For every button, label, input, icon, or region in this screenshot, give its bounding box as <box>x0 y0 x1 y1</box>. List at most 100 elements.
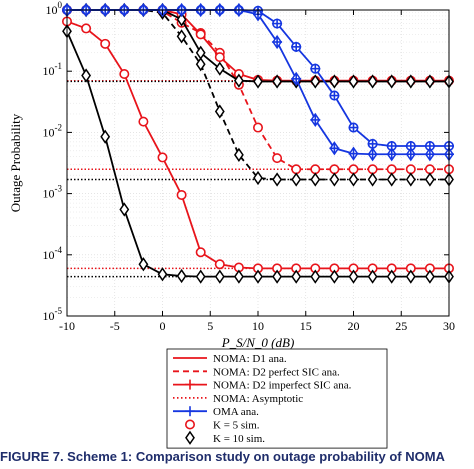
y-tick-label: 100 <box>46 0 63 17</box>
diamond-marker <box>195 269 206 284</box>
data-series-1 <box>61 16 454 274</box>
legend-item: NOMA: D1 ana. <box>173 353 287 365</box>
circle-marker <box>119 69 130 80</box>
diamond-marker <box>291 269 302 284</box>
asymptote-lines <box>67 79 449 278</box>
diamond-marker <box>272 74 283 89</box>
legend-item: K = 5 sim. <box>185 419 260 432</box>
diamond-marker <box>405 172 416 187</box>
figure-caption: FIGURE 7. Scheme 1: Comparison study on … <box>0 449 445 464</box>
circle-marker <box>214 52 225 63</box>
diamond-marker <box>424 172 435 187</box>
diamond-marker <box>233 73 244 88</box>
x-tick-label: 25 <box>395 319 407 333</box>
diamond-marker <box>119 202 130 217</box>
diamond-marker <box>348 269 359 284</box>
diamond-marker <box>233 269 244 284</box>
circle-marker <box>185 419 196 430</box>
circle-marker <box>424 164 435 175</box>
data-series-2 <box>62 24 454 284</box>
legend-item: NOMA: Asymptotic <box>173 393 303 405</box>
diamond-marker <box>348 172 359 187</box>
legend-label: NOMA: D2 imperfect SIC ana. <box>213 380 352 392</box>
diamond-marker <box>310 74 321 89</box>
circle-marker <box>291 164 302 175</box>
legend-item: NOMA: D2 perfect SIC ana. <box>173 366 340 378</box>
legend-label: K = 5 sim. <box>213 420 260 432</box>
legend-item: K = 10 sim. <box>185 430 265 445</box>
diamond-marker <box>272 269 283 284</box>
x-tick-label: 15 <box>300 319 312 333</box>
legend-box <box>166 348 388 449</box>
y-tick-label: 10-4 <box>43 245 63 262</box>
circle-marker <box>348 164 359 175</box>
diamond-marker <box>272 172 283 187</box>
y-tick-label: 10-1 <box>43 61 63 78</box>
x-tick-label: 5 <box>207 319 213 333</box>
legend-label: NOMA: D2 perfect SIC ana. <box>213 366 340 378</box>
diamond-marker <box>214 269 225 284</box>
diamond-marker <box>329 269 340 284</box>
diamond-marker <box>214 104 225 119</box>
diamond-marker <box>291 172 302 187</box>
x-axis-ticks: -10 -5 0 5 10 15 20 25 30 <box>59 10 455 333</box>
y-tick-label: 10-3 <box>43 184 63 201</box>
diamond-marker <box>405 269 416 284</box>
circle-marker <box>272 153 283 164</box>
diamond-marker <box>329 172 340 187</box>
legend: NOMA: D1 ana.NOMA: D2 perfect SIC ana. NO… <box>166 348 388 449</box>
x-axis-title: P_S/N_0 (dB) <box>221 335 295 350</box>
circle-marker <box>195 247 206 258</box>
diamond-marker <box>233 147 244 162</box>
diamond-marker <box>157 267 168 282</box>
diamond-marker <box>424 74 435 89</box>
diamond-marker <box>138 257 149 272</box>
legend-label: NOMA: Asymptotic <box>213 393 303 405</box>
diamond-marker <box>386 74 397 89</box>
legend-item: OMA ana. <box>173 406 259 418</box>
circle-marker <box>405 164 416 175</box>
y-tick-label: 10-2 <box>43 122 63 139</box>
diamond-marker <box>367 172 378 187</box>
x-tick-label: -10 <box>59 319 75 333</box>
diamond-marker <box>386 172 397 187</box>
circle-marker <box>386 164 397 175</box>
diamond-marker <box>81 68 92 83</box>
diamond-marker <box>185 430 195 445</box>
legend-label: K = 10 sim. <box>213 433 265 445</box>
diamond-marker <box>310 172 321 187</box>
circle-marker <box>81 23 92 34</box>
circle-marker <box>310 164 321 175</box>
circle-marker <box>176 189 187 200</box>
circle-marker <box>195 29 206 40</box>
x-tick-label: 20 <box>348 319 360 333</box>
circle-marker <box>329 164 340 175</box>
x-tick-label: 0 <box>160 319 166 333</box>
diamond-marker <box>176 12 187 27</box>
y-axis-title: Outage Probability <box>8 113 23 212</box>
diamond-marker <box>253 74 263 89</box>
diamond-marker <box>176 268 187 284</box>
legend-label: OMA ana. <box>213 406 259 418</box>
x-tick-label: 30 <box>443 319 455 333</box>
diamond-marker <box>253 269 263 284</box>
diamond-marker <box>386 269 397 284</box>
legend-item: NOMA: D2 imperfect SIC ana. <box>173 379 352 392</box>
diamond-marker <box>214 61 225 76</box>
circle-marker <box>157 152 168 163</box>
circle-marker <box>253 122 264 133</box>
diamond-marker <box>348 74 359 89</box>
diamond-marker <box>176 29 187 44</box>
diamond-marker <box>424 269 435 284</box>
x-tick-label: 10 <box>252 319 264 333</box>
diamond-marker <box>405 74 416 89</box>
diamond-marker <box>100 129 111 144</box>
circle-marker <box>214 259 225 270</box>
diamond-marker <box>367 269 378 284</box>
diamond-marker <box>310 269 321 284</box>
legend-label: NOMA: D1 ana. <box>213 353 287 365</box>
x-tick-label: -5 <box>110 319 120 333</box>
circle-marker <box>100 38 111 49</box>
diamond-marker <box>329 74 340 89</box>
